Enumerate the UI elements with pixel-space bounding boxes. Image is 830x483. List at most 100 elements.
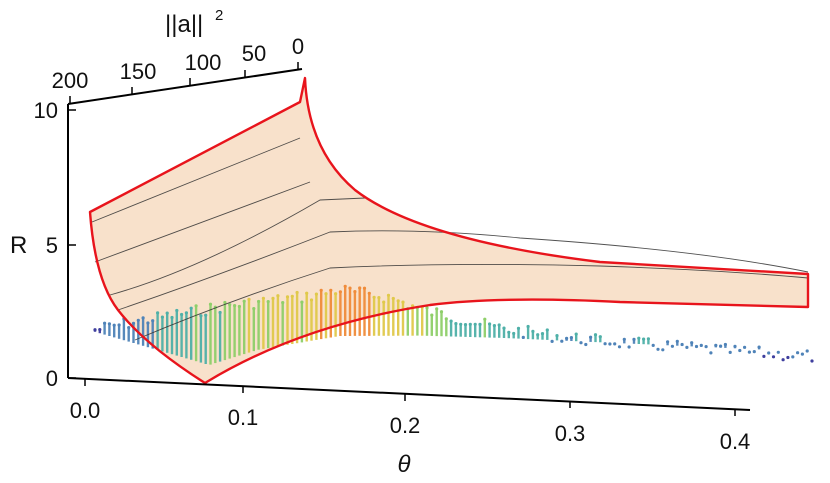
data-spike-tip (189, 306, 193, 310)
norm-tick-label: 100 (185, 50, 222, 75)
data-spike-tip (184, 311, 188, 315)
norm-axis-title: ||a|| (165, 11, 203, 38)
data-spike-tip (435, 307, 439, 311)
data-spikes (93, 284, 814, 365)
data-spike-tip (767, 351, 771, 355)
data-spike-tip (536, 333, 540, 337)
data-spike-tip (223, 300, 227, 305)
data-spike-tip (497, 323, 501, 327)
data-spike-tip (459, 322, 463, 326)
data-spike-tip (694, 344, 699, 349)
data-spike-tip (257, 299, 261, 304)
data-spike-tip (237, 304, 241, 309)
data-spike-tip (723, 342, 728, 347)
data-spike-tip (555, 334, 559, 338)
data-spike-tip (622, 337, 626, 341)
data-spike-tip (796, 351, 800, 355)
data-spike-tip (93, 328, 97, 332)
theta-tick-label: 0.2 (390, 413, 421, 438)
data-spike-tip (430, 313, 434, 317)
data-spike-tip (319, 288, 323, 292)
data-spike-tip (743, 345, 747, 349)
data-spike-tip (276, 294, 280, 298)
data-spike-tip (372, 295, 376, 299)
data-spike-tip (295, 290, 299, 295)
data-spike-tip (401, 300, 405, 304)
data-spike-tip (180, 312, 184, 317)
data-spike-tip (771, 355, 776, 359)
data-spike-tip (531, 329, 535, 333)
data-spike-tip (704, 345, 708, 349)
data-spike-tip (642, 337, 646, 341)
theta-axis-ticks (84, 379, 736, 416)
data-spike-tip (603, 342, 607, 346)
data-spike-tip (156, 311, 160, 315)
data-spike-tip (391, 296, 395, 301)
data-spike-tip (661, 348, 665, 352)
data-spike-tip (449, 319, 453, 323)
data-spike-tip (574, 332, 578, 336)
contour-line-1 (91, 137, 301, 223)
data-spike-tip (507, 330, 511, 334)
data-spike-tip (593, 333, 598, 337)
data-spike-tip (617, 345, 622, 349)
data-spike-tip (290, 294, 294, 298)
theta-tick-label: 0.0 (70, 398, 101, 423)
data-spike-tip (146, 321, 150, 325)
data-spike-tip (675, 339, 679, 343)
axes (67, 68, 751, 411)
contour-lines (91, 137, 809, 341)
r-tick-label: 10 (34, 98, 58, 123)
contour-line-2 (94, 181, 311, 263)
data-spike-tip (516, 326, 521, 330)
data-spike-tip (786, 355, 790, 360)
data-spike-tip (247, 297, 251, 301)
data-spike-tip (107, 322, 111, 326)
data-spike-tip (377, 296, 381, 300)
data-spike-tip (271, 296, 275, 300)
data-spike-tip (338, 290, 342, 294)
data-spike-tip (208, 302, 213, 306)
norm-axis-line (67, 68, 303, 105)
data-spike-tip (103, 321, 107, 325)
data-spike-tip (170, 315, 174, 320)
data-spike-tip (463, 323, 468, 327)
data-spike-tip (690, 341, 694, 345)
data-spike-tip (565, 336, 569, 340)
data-spike-tip (502, 326, 506, 330)
data-spike-tip (483, 317, 487, 321)
data-spike-tip (439, 310, 444, 314)
r-tick-label: 0 (46, 366, 58, 391)
data-spike-tip (545, 328, 549, 332)
data-spike-tip (343, 284, 347, 288)
contour-line-3 (109, 197, 366, 296)
data-spike-tip (300, 300, 304, 304)
r-axis-title: R (10, 232, 27, 259)
data-spike-tip (348, 286, 352, 290)
data-spike-tip (800, 352, 805, 356)
data-spike-tip (492, 324, 496, 328)
data-spike-tip (425, 306, 429, 310)
surface-envelope-edge (88, 76, 810, 385)
data-spike-tip (560, 339, 564, 343)
theta-axis-line (67, 377, 751, 411)
theta-tick-label: 0.1 (228, 405, 259, 430)
norm-tick-label: 150 (120, 59, 157, 84)
data-spike-tip (680, 342, 684, 347)
data-spike-tip (233, 304, 237, 308)
data-spike-tip (98, 328, 102, 332)
data-spike-tip (685, 345, 689, 349)
data-spike-tip (540, 332, 545, 336)
norm-tick-label: 200 (52, 68, 89, 93)
data-spike-tip (281, 301, 285, 305)
data-spike-tip (454, 322, 458, 326)
data-spike-tip (160, 315, 164, 319)
data-spike-tip (131, 321, 136, 325)
surface-envelope-fill (90, 78, 808, 383)
data-spike-tip (627, 345, 631, 349)
data-spike-tip (598, 335, 602, 339)
norm-tick-label: 50 (242, 41, 266, 66)
data-spike-tip (329, 288, 333, 292)
data-spike-tip (117, 323, 121, 327)
data-spike-tip (136, 318, 140, 322)
